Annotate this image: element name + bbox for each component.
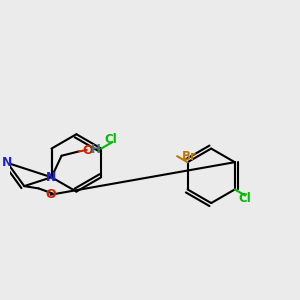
Text: H: H [91,142,101,156]
Text: O: O [45,188,56,201]
Text: O: O [82,143,93,157]
Text: N: N [46,171,57,184]
Text: Cl: Cl [105,133,117,146]
Text: Cl: Cl [239,192,252,206]
Text: N: N [2,156,13,170]
Text: Br: Br [182,150,197,163]
